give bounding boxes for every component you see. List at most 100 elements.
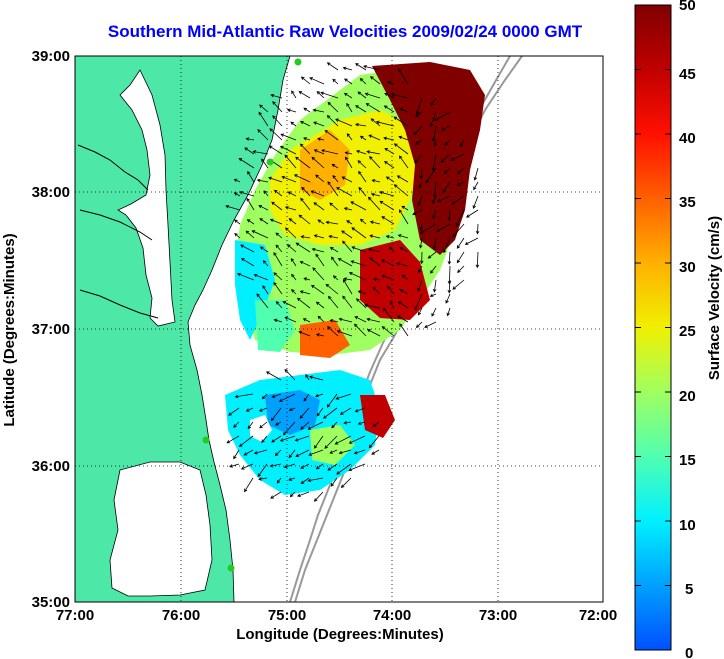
velocity-vector <box>365 103 381 113</box>
velocity-vector <box>300 235 311 239</box>
velocity-vector <box>372 421 380 428</box>
velocity-vector <box>325 283 339 295</box>
radar-site-marker <box>294 58 302 66</box>
velocity-vector <box>305 374 310 381</box>
velocity-vector <box>364 303 381 309</box>
velocity-vector <box>284 154 297 169</box>
y-axis-label: Latitude (Degrees:Minutes) <box>1 233 18 426</box>
velocity-vector <box>310 284 325 295</box>
velocity-vector <box>418 265 423 274</box>
velocity-vector <box>451 195 465 205</box>
velocity-vector <box>299 407 310 419</box>
velocity-vector <box>427 251 437 259</box>
velocity-vector <box>401 205 409 211</box>
velocity-vector <box>432 195 437 205</box>
velocity-vector <box>432 237 437 250</box>
velocity-vector <box>288 477 296 481</box>
velocity-vector <box>381 259 395 267</box>
velocity-vector <box>359 77 367 85</box>
velocity-vector <box>288 449 296 459</box>
velocity-vector <box>419 251 424 265</box>
velocity-vector <box>270 491 282 499</box>
velocity-vector <box>308 449 324 456</box>
velocity-vector <box>284 206 297 211</box>
land-mass <box>75 56 291 602</box>
velocity-vector <box>273 281 283 295</box>
x-axis-label: Longitude (Degrees:Minutes) <box>236 626 444 643</box>
velocity-vector <box>307 477 324 483</box>
velocity-vector <box>259 218 269 225</box>
velocity-vector <box>313 202 325 211</box>
velocity-vector <box>234 219 241 225</box>
velocity-vector <box>276 477 282 484</box>
velocity-vector <box>393 116 409 127</box>
velocity-vector <box>351 227 367 239</box>
velocity-field <box>225 62 485 495</box>
velocity-vector <box>331 163 339 169</box>
velocity-vector <box>245 137 255 141</box>
velocity-vector <box>279 145 297 155</box>
velocity-vector <box>443 167 451 174</box>
velocity-vector <box>354 316 367 323</box>
velocity-vector <box>419 223 423 231</box>
velocity-vector <box>353 449 366 455</box>
velocity-vector <box>383 136 395 141</box>
velocity-vector <box>338 317 353 323</box>
velocity-vector <box>389 300 395 309</box>
velocity-vector <box>433 111 451 122</box>
potomac-river <box>77 144 149 191</box>
velocity-vector <box>368 435 380 449</box>
grid-lines <box>75 56 603 602</box>
velocity-vector <box>247 170 255 183</box>
velocity-vector <box>384 148 395 155</box>
velocity-vector <box>320 91 339 99</box>
velocity-vector <box>456 237 465 249</box>
velocity-vector <box>290 257 297 267</box>
velocity-vector <box>343 277 353 281</box>
sound-region <box>109 461 213 597</box>
velocity-vector <box>357 290 367 295</box>
velocity-vector <box>473 181 479 191</box>
velocity-vector <box>334 435 352 445</box>
velocity-vector <box>357 421 366 425</box>
radar-site-marker <box>266 158 274 166</box>
velocity-vector <box>384 92 395 99</box>
colorbar-label: Surface Velocity (cm/s) <box>706 216 723 380</box>
velocity-vector <box>460 139 465 148</box>
colorbar-tick-label: 40 <box>679 130 696 147</box>
velocity-vector <box>313 234 325 239</box>
velocity-vector <box>239 190 255 197</box>
velocity-vector <box>326 115 339 127</box>
velocity-vector <box>399 323 409 337</box>
velocity-vector <box>418 181 423 189</box>
velocity-vector <box>353 323 367 337</box>
velocity-vector <box>324 435 338 449</box>
velocity-vector <box>456 181 465 186</box>
velocity-vector <box>332 78 339 85</box>
x-tick-label: 74:00 <box>373 607 411 624</box>
velocity-vector <box>414 293 423 311</box>
velocity-vector <box>456 251 465 264</box>
velocity-vector <box>270 93 283 99</box>
velocity-vector <box>326 62 339 71</box>
velocity-vector <box>358 186 367 197</box>
velocity-vector <box>293 174 311 183</box>
velocity-vector <box>417 279 423 292</box>
velocity-vector <box>285 227 297 239</box>
velocity-vector <box>237 272 255 281</box>
velocity-vector <box>339 407 352 415</box>
velocity-vector <box>366 317 381 323</box>
velocity-vector <box>336 187 353 197</box>
velocity-vector <box>475 251 480 269</box>
velocity-vector <box>312 267 325 281</box>
velocity-vector <box>272 101 283 113</box>
velocity-vector <box>268 176 283 183</box>
velocity-vector <box>329 202 339 211</box>
velocity-vector <box>245 230 255 239</box>
velocity-vector <box>234 393 254 399</box>
velocity-vector <box>316 90 325 99</box>
colorbar-tick-label: 50 <box>679 0 696 14</box>
velocity-vector <box>295 156 311 169</box>
velocity-vector <box>291 289 297 295</box>
